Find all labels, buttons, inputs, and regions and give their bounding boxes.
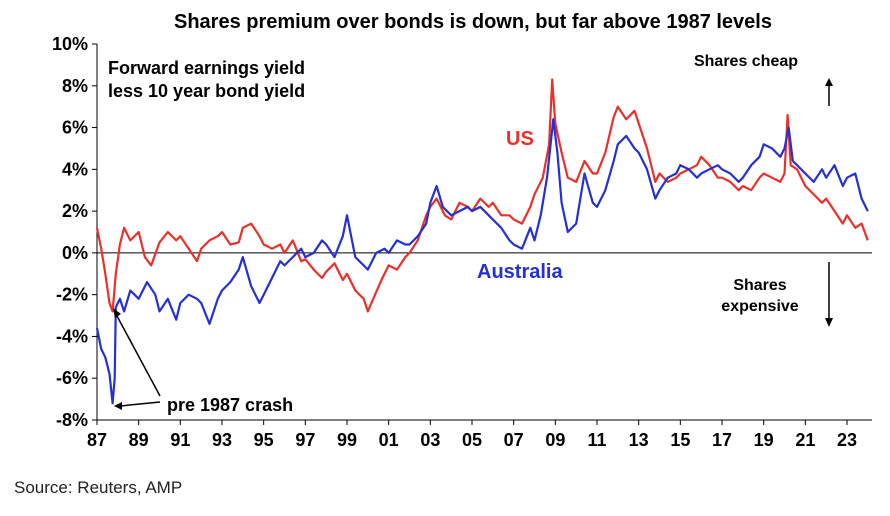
crash-label: pre 1987 crash — [167, 395, 293, 415]
x-tick-label: 97 — [295, 430, 315, 450]
x-tick-label: 03 — [420, 430, 440, 450]
x-tick-label: 93 — [212, 430, 232, 450]
us-series-label: US — [506, 128, 534, 150]
subtitle-line-2: less 10 year bond yield — [108, 81, 305, 101]
shares-expensive-line-1: Shares — [733, 277, 786, 294]
y-tick-label: 6% — [62, 118, 88, 138]
y-tick-label: 10% — [52, 34, 88, 54]
series-line-us — [95, 78, 869, 313]
x-tick-label: 05 — [462, 430, 482, 450]
x-axis-ticks: 87 89 91 93 95 97 99 01 03 05 07 09 11 13 15 17 19 21 23 — [87, 420, 857, 450]
subtitle-line-1: Forward earnings yield — [108, 58, 305, 78]
y-tick-label: 4% — [62, 159, 88, 179]
x-tick-label: 01 — [379, 430, 399, 450]
x-tick-label: 91 — [170, 430, 190, 450]
down-arrow-icon — [825, 262, 833, 327]
x-tick-label: 13 — [629, 430, 649, 450]
x-tick-label: 09 — [545, 430, 565, 450]
series-group — [95, 78, 869, 405]
x-tick-label: 99 — [337, 430, 357, 450]
x-tick-label: 89 — [129, 430, 149, 450]
shares-cheap-label: Shares cheap — [694, 53, 798, 70]
y-tick-label: -6% — [56, 368, 88, 388]
crash-arrows — [113, 308, 161, 410]
y-tick-label: -8% — [56, 410, 88, 430]
y-tick-label: 0% — [62, 243, 88, 263]
chart-title: Shares premium over bonds is down, but f… — [174, 11, 772, 33]
x-tick-label: 11 — [587, 430, 606, 450]
x-tick-label: 95 — [254, 430, 274, 450]
y-tick-label: 2% — [62, 201, 88, 221]
x-tick-label: 15 — [670, 430, 690, 450]
chart-svg: Shares premium over bonds is down, but f… — [52, 11, 872, 450]
up-arrow-icon — [825, 78, 833, 106]
x-tick-label: 21 — [795, 430, 815, 450]
source-note: Source: Reuters, AMP — [14, 478, 183, 497]
y-tick-label: 8% — [62, 76, 88, 96]
x-tick-label: 17 — [712, 430, 732, 450]
y-tick-label: -4% — [56, 326, 88, 346]
x-tick-label: 19 — [754, 430, 774, 450]
australia-series-label: Australia — [477, 261, 563, 283]
x-tick-label: 23 — [837, 430, 857, 450]
x-tick-label: 07 — [504, 430, 524, 450]
series-line-australia — [95, 118, 869, 405]
y-tick-label: -2% — [56, 285, 88, 305]
x-tick-label: 87 — [87, 430, 107, 450]
shares-expensive-line-2: expensive — [721, 298, 798, 315]
y-axis-ticks: 10% 8% 6% 4% 2% 0% -2% -4% -6% -8% — [52, 34, 97, 430]
